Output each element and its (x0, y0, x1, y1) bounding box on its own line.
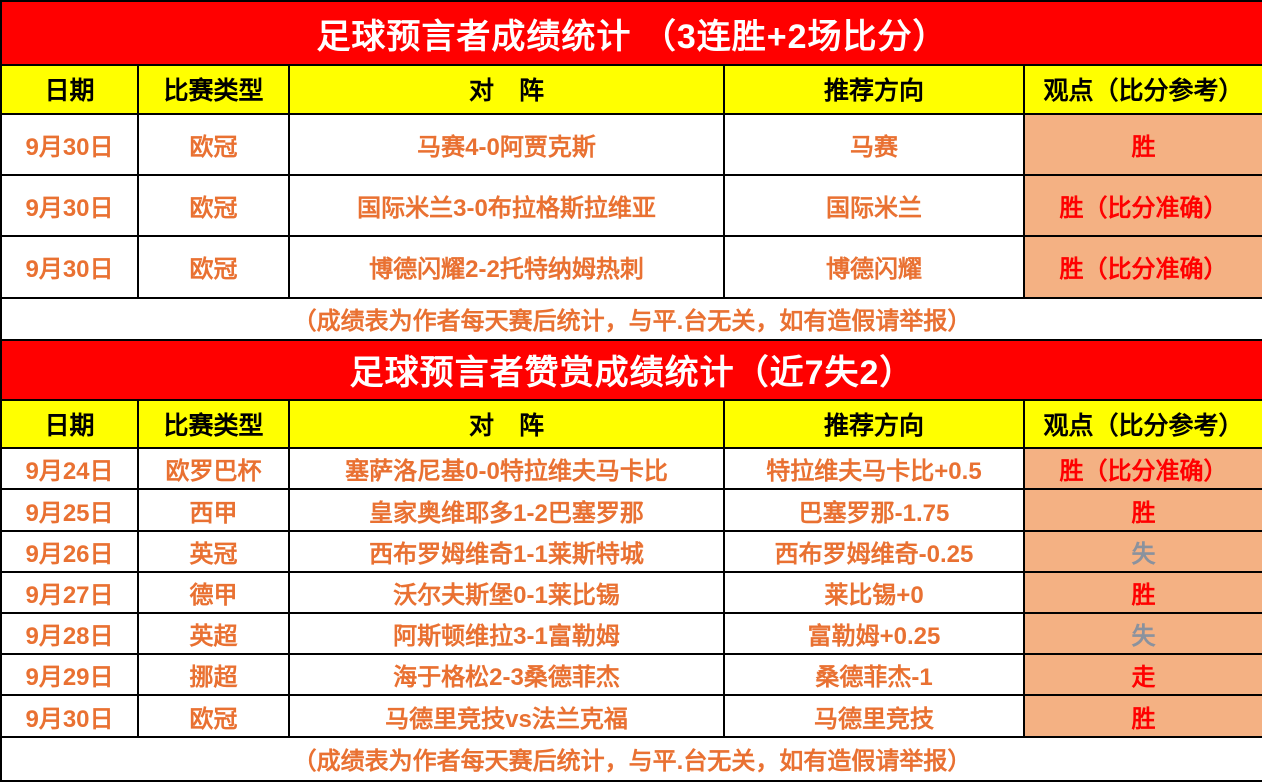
result-cell: 走 (1023, 653, 1262, 697)
league-cell: 欧冠 (137, 112, 290, 176)
table2-footer-row: （成绩表为作者每天赛后统计，与平.台无关，如有造假请举报） (0, 735, 1262, 782)
table2-header-row: 日期 比赛类型 对 阵 推荐方向 观点（比分参考） (0, 398, 1262, 450)
header-league: 比赛类型 (137, 64, 290, 115)
result-cell: 胜 (1023, 694, 1262, 738)
header-date: 日期 (0, 398, 139, 450)
pick-cell: 马德里竞技 (723, 694, 1025, 738)
date-cell: 9月30日 (0, 694, 139, 738)
league-cell: 欧冠 (137, 694, 290, 738)
header-pick: 推荐方向 (723, 64, 1025, 115)
date-cell: 9月26日 (0, 529, 139, 573)
match-cell: 皇家奥维耶多1-2巴塞罗那 (288, 488, 725, 532)
pick-cell: 莱比锡+0 (723, 570, 1025, 615)
table1-footer-row: （成绩表为作者每天赛后统计，与平.台无关，如有造假请举报） (0, 296, 1262, 341)
pick-cell: 博德闪耀 (723, 235, 1025, 299)
pick-cell: 富勒姆+0.25 (723, 612, 1025, 656)
league-cell: 德甲 (137, 570, 290, 615)
result-cell: 失 (1023, 529, 1262, 573)
league-cell: 欧冠 (137, 173, 290, 238)
table1-disclaimer: （成绩表为作者每天赛后统计，与平.台无关，如有造假请举报） (0, 296, 1262, 341)
date-cell: 9月30日 (0, 235, 139, 299)
match-cell: 海于格松2-3桑德菲杰 (288, 653, 725, 697)
table-row: 9月30日 欧冠 博德闪耀2-2托特纳姆热刺 博德闪耀 胜（比分准确） (0, 235, 1262, 299)
date-cell: 9月29日 (0, 653, 139, 697)
table2-title: 足球预言者赞赏成绩统计（近7失2） (0, 338, 1262, 402)
table-row: 9月27日 德甲 沃尔夫斯堡0-1莱比锡 莱比锡+0 胜 (0, 570, 1262, 615)
league-cell: 西甲 (137, 488, 290, 532)
header-result: 观点（比分参考） (1023, 64, 1262, 115)
match-cell: 沃尔夫斯堡0-1莱比锡 (288, 570, 725, 615)
table2-disclaimer: （成绩表为作者每天赛后统计，与平.台无关，如有造假请举报） (0, 735, 1262, 782)
pick-cell: 国际米兰 (723, 173, 1025, 238)
table-row: 9月30日 欧冠 马赛4-0阿贾克斯 马赛 胜 (0, 112, 1262, 176)
result-cell: 胜（比分准确） (1023, 447, 1262, 491)
pick-cell: 桑德菲杰-1 (723, 653, 1025, 697)
header-date: 日期 (0, 64, 139, 115)
match-cell: 塞萨洛尼基0-0特拉维夫马卡比 (288, 447, 725, 491)
table-row: 9月25日 西甲 皇家奥维耶多1-2巴塞罗那 巴塞罗那-1.75 胜 (0, 488, 1262, 532)
date-cell: 9月27日 (0, 570, 139, 615)
table-row: 9月30日 欧冠 国际米兰3-0布拉格斯拉维亚 国际米兰 胜（比分准确） (0, 173, 1262, 238)
date-cell: 9月28日 (0, 612, 139, 656)
table-row: 9月30日 欧冠 马德里竞技vs法兰克福 马德里竞技 胜 (0, 694, 1262, 738)
table-row: 9月28日 英超 阿斯顿维拉3-1富勒姆 富勒姆+0.25 失 (0, 612, 1262, 656)
match-cell: 西布罗姆维奇1-1莱斯特城 (288, 529, 725, 573)
table-row: 9月29日 挪超 海于格松2-3桑德菲杰 桑德菲杰-1 走 (0, 653, 1262, 697)
pick-cell: 特拉维夫马卡比+0.5 (723, 447, 1025, 491)
pick-cell: 巴塞罗那-1.75 (723, 488, 1025, 532)
header-pick: 推荐方向 (723, 398, 1025, 450)
league-cell: 欧冠 (137, 235, 290, 299)
header-league: 比赛类型 (137, 398, 290, 450)
league-cell: 英超 (137, 612, 290, 656)
league-cell: 挪超 (137, 653, 290, 697)
date-cell: 9月30日 (0, 173, 139, 238)
table1-title-row: 足球预言者成绩统计 （3连胜+2场比分） (0, 0, 1262, 67)
league-cell: 英冠 (137, 529, 290, 573)
header-match: 对 阵 (288, 398, 725, 450)
match-cell: 国际米兰3-0布拉格斯拉维亚 (288, 173, 725, 238)
result-cell: 胜 (1023, 112, 1262, 176)
match-cell: 马赛4-0阿贾克斯 (288, 112, 725, 176)
pick-cell: 西布罗姆维奇-0.25 (723, 529, 1025, 573)
match-cell: 马德里竞技vs法兰克福 (288, 694, 725, 738)
match-cell: 阿斯顿维拉3-1富勒姆 (288, 612, 725, 656)
table-row: 9月26日 英冠 西布罗姆维奇1-1莱斯特城 西布罗姆维奇-0.25 失 (0, 529, 1262, 573)
date-cell: 9月24日 (0, 447, 139, 491)
date-cell: 9月25日 (0, 488, 139, 532)
header-match: 对 阵 (288, 64, 725, 115)
table-row: 9月24日 欧罗巴杯 塞萨洛尼基0-0特拉维夫马卡比 特拉维夫马卡比+0.5 胜… (0, 447, 1262, 491)
table1-title: 足球预言者成绩统计 （3连胜+2场比分） (0, 0, 1262, 67)
result-cell: 胜（比分准确） (1023, 173, 1262, 238)
result-cell: 胜 (1023, 488, 1262, 532)
header-result: 观点（比分参考） (1023, 398, 1262, 450)
match-cell: 博德闪耀2-2托特纳姆热刺 (288, 235, 725, 299)
table1-header-row: 日期 比赛类型 对 阵 推荐方向 观点（比分参考） (0, 64, 1262, 115)
result-cell: 胜 (1023, 570, 1262, 615)
result-cell: 胜（比分准确） (1023, 235, 1262, 299)
league-cell: 欧罗巴杯 (137, 447, 290, 491)
date-cell: 9月30日 (0, 112, 139, 176)
pick-cell: 马赛 (723, 112, 1025, 176)
result-cell: 失 (1023, 612, 1262, 656)
table2-title-row: 足球预言者赞赏成绩统计（近7失2） (0, 338, 1262, 402)
